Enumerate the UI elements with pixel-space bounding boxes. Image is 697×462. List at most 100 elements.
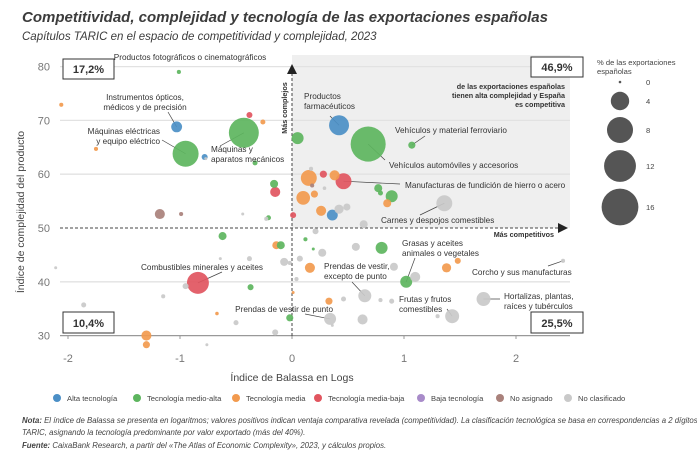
bubble	[318, 248, 327, 257]
bubble-annotation: Máquinas eléctricas	[88, 127, 160, 136]
bubble	[334, 204, 344, 214]
legend-item: Tecnología media	[232, 394, 306, 403]
more-complex-label: Más complejos	[280, 82, 289, 134]
bubble-annotation: Productos fotográficos o cinematográfico…	[114, 53, 266, 62]
legend-label: Tecnología media	[246, 394, 306, 403]
size-legend-value: 16	[646, 203, 654, 212]
legend-swatch-icon	[496, 394, 504, 402]
y-tick-label: 50	[38, 223, 50, 235]
bubble	[260, 119, 266, 125]
size-legend-circle	[606, 116, 634, 144]
bubble	[560, 258, 566, 263]
quadrant-share-bottom-left: 10,4%	[73, 318, 104, 330]
bubble	[377, 190, 383, 196]
y-tick-label: 70	[38, 115, 50, 127]
quadrant-box-bottom-left: 10,4%	[62, 311, 115, 334]
bubble	[270, 179, 279, 188]
bubble	[252, 160, 258, 166]
bubble-annotation: raíces y tubérculos	[504, 302, 573, 311]
bubble	[445, 309, 460, 324]
bubble	[291, 132, 304, 145]
bubble	[142, 341, 150, 349]
bubble	[218, 232, 227, 241]
size-legend-circle	[610, 91, 630, 111]
bubble	[233, 320, 239, 326]
quadrant-share-top-left: 17,2%	[73, 64, 104, 76]
bubble	[311, 247, 315, 251]
bubble	[154, 208, 165, 220]
bubble	[322, 186, 327, 190]
bubble	[325, 297, 333, 305]
legend-label: No asignado	[510, 394, 553, 403]
top-right-note-line: tienen alta complejidad y España	[452, 91, 566, 100]
top-right-note-line: es competitiva	[515, 100, 566, 109]
quadrant-box-top-left: 17,2%	[62, 58, 115, 80]
legend-item: Alta tecnología	[53, 394, 118, 403]
bubble	[270, 186, 281, 197]
size-legend-circle	[618, 80, 622, 84]
bubble	[204, 157, 208, 161]
bubble-annotation: Grasas y aceites	[402, 239, 463, 248]
legend-label: No clasificado	[578, 394, 625, 403]
bubble	[476, 292, 491, 306]
bubble	[264, 216, 269, 221]
quadrant-share-top-right: 46,9%	[541, 62, 572, 74]
source-label: Fuente:	[22, 441, 51, 450]
bubble-annotation: Combustibles minerales y aceites	[141, 263, 263, 272]
bubble-annotation: animales o vegetales	[402, 249, 479, 258]
bubble	[408, 141, 416, 149]
bubble	[246, 112, 253, 119]
bubble	[247, 284, 254, 291]
leader-line	[547, 260, 564, 267]
bubble	[319, 170, 327, 178]
bubble	[341, 296, 347, 302]
bubble	[215, 311, 219, 316]
bubble-annotation: Prendas de vestir de punto	[235, 305, 333, 314]
legend-swatch-icon	[314, 394, 322, 402]
y-tick-label: 80	[38, 62, 50, 74]
bubble-annotation: excepto de punto	[324, 272, 387, 281]
bubble	[246, 256, 252, 262]
legend-item: No asignado	[496, 394, 553, 403]
bubble	[296, 191, 311, 205]
bubble-annotation: Frutas y frutos	[399, 295, 451, 304]
bubble	[385, 190, 398, 203]
bubble-annotation: médicos y de precisión	[103, 103, 187, 112]
bubble	[287, 260, 292, 266]
bubble	[141, 330, 152, 341]
bubble	[435, 314, 440, 319]
bubble	[304, 262, 315, 273]
bubble	[280, 257, 289, 266]
bubbles	[54, 69, 566, 349]
bubble	[272, 329, 279, 336]
x-tick-label: 2	[513, 353, 519, 365]
bubble	[359, 220, 368, 229]
bubble	[400, 275, 413, 288]
size-legend-value: 12	[646, 162, 654, 171]
bubble	[290, 212, 297, 219]
note-line: Nota: El índice de Balassa se presenta e…	[22, 416, 697, 425]
y-tick-label: 30	[38, 331, 50, 343]
bubble	[286, 314, 294, 322]
bubble	[357, 314, 368, 325]
bubble-annotation: Vehículos y material ferroviario	[395, 126, 507, 135]
bubble	[182, 283, 189, 290]
bubble	[383, 199, 392, 208]
quadrant-box-bottom-right: 25,5%	[530, 311, 584, 334]
bubble	[378, 298, 383, 303]
y-tick-label: 40	[38, 277, 50, 289]
x-tick-label: 1	[401, 353, 407, 365]
size-legend-value: 0	[646, 78, 650, 87]
bubble	[329, 170, 340, 181]
bubble	[205, 343, 209, 347]
x-axis-label: Índice de Balassa en Logs	[230, 371, 353, 384]
bubble	[358, 289, 372, 303]
bubble	[374, 184, 383, 193]
bubble-annotation: Carnes y despojos comestibles	[381, 216, 494, 225]
legend-swatch-icon	[232, 394, 240, 402]
bubble	[350, 126, 386, 162]
quadrant-share-bottom-right: 25,5%	[541, 318, 572, 330]
annotations: Productos fotográficos o cinematográfico…	[88, 53, 574, 314]
category-legend: Alta tecnología Tecnología medio-alta Tecn…	[53, 394, 625, 403]
bubble	[171, 121, 183, 133]
